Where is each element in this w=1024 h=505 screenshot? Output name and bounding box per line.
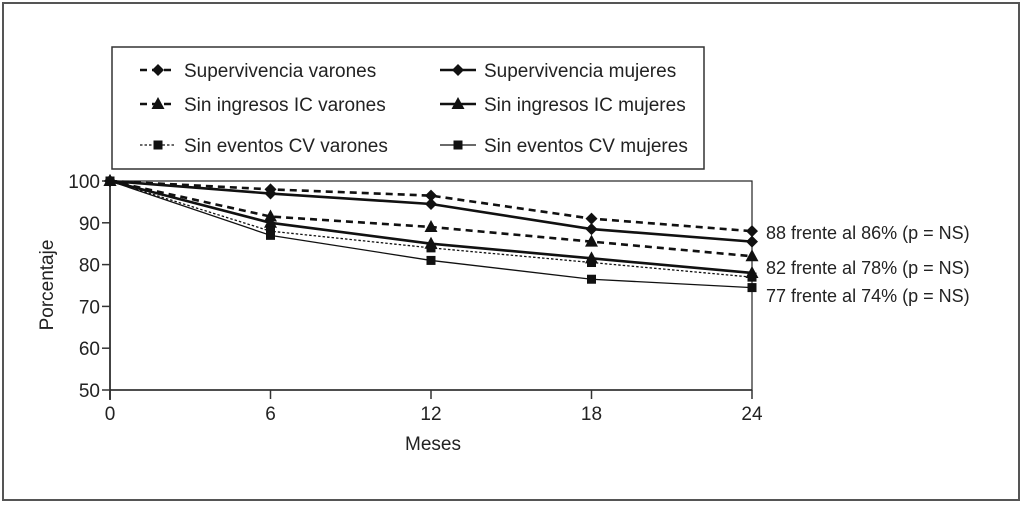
data-point-triangle — [745, 249, 759, 262]
x-axis-label: Meses — [405, 434, 461, 455]
legend-marker-square — [453, 140, 463, 150]
x-tick-label: 6 — [265, 404, 276, 425]
annotation-hf-admission: 82 frente al 78% (p = NS) — [766, 258, 970, 278]
legend-entry-label: Sin eventos CV mujeres — [484, 136, 688, 157]
legend: Supervivencia varones Supervivencia mujer… — [140, 61, 688, 157]
data-point-square — [587, 258, 596, 268]
data-point-triangle — [585, 234, 598, 247]
legend-marker-triangle — [151, 97, 165, 109]
data-point-triangle — [264, 209, 277, 222]
legend-marker-square — [153, 140, 163, 150]
y-tick-label: 90 — [79, 214, 100, 235]
data-point-square — [587, 274, 596, 284]
data-point-square — [426, 255, 436, 265]
legend-marker-diamond — [452, 64, 464, 76]
y-tick-label: 60 — [79, 339, 100, 360]
data-point-square — [747, 272, 757, 282]
series-group — [103, 174, 759, 293]
plot-area-border — [109, 180, 753, 391]
data-point-triangle — [264, 215, 277, 228]
x-tick-label: 24 — [741, 404, 763, 425]
data-point-square — [426, 243, 436, 253]
y-tick-label: 100 — [68, 172, 100, 193]
legend-entry-label: Sin eventos CV varones — [184, 136, 388, 157]
data-point-diamond — [585, 223, 598, 236]
legend-marker-triangle — [451, 97, 465, 109]
y-tick-label: 50 — [79, 381, 100, 402]
annotation-survival: 88 frente al 86% (p = NS) — [766, 223, 970, 243]
data-point-diamond — [585, 212, 598, 225]
x-tick-label: 12 — [420, 404, 441, 425]
y-tick-label: 80 — [79, 256, 100, 277]
y-tick-label: 70 — [79, 297, 100, 318]
data-point-square — [747, 283, 757, 293]
y-axis-label: Porcentaje — [37, 240, 58, 331]
data-point-diamond — [746, 225, 758, 238]
legend-entry-label: Supervivencia mujeres — [484, 61, 676, 82]
data-point-square — [105, 176, 115, 186]
x-tick-label: 18 — [581, 404, 602, 425]
axes: 50 60 70 80 90 100 0 6 12 18 24 — [68, 172, 763, 425]
data-point-diamond — [425, 189, 437, 202]
legend-entry-label: Supervivencia varones — [184, 61, 376, 82]
legend-marker-diamond — [152, 64, 164, 76]
data-point-diamond — [425, 197, 437, 210]
data-point-square — [266, 230, 275, 240]
data-point-diamond — [264, 187, 277, 200]
data-point-triangle — [424, 219, 438, 232]
legend-entry-label: Sin ingresos IC mujeres — [484, 95, 686, 116]
legend-entry-label: Sin ingresos IC varones — [184, 95, 386, 116]
legend-box — [111, 46, 705, 170]
x-tick-label: 0 — [105, 404, 116, 425]
data-point-diamond — [746, 235, 758, 248]
annotation-cv-events: 77 frente al 74% (p = NS) — [766, 286, 970, 306]
